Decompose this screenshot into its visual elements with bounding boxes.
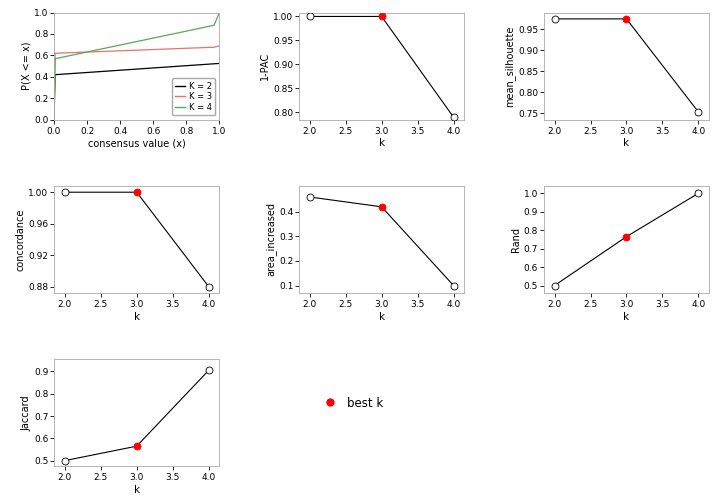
Y-axis label: concordance: concordance (16, 208, 25, 271)
Point (693, 108, 704, 116)
Point (131, 442, 143, 450)
Point (304, 193, 315, 201)
Point (621, 233, 632, 241)
Point (549, 15, 560, 23)
X-axis label: k: k (379, 138, 384, 148)
Point (59, 457, 71, 465)
X-axis label: k: k (379, 311, 384, 322)
Point (549, 281, 560, 289)
Legend: best k: best k (313, 392, 388, 414)
Point (376, 13, 387, 21)
Y-axis label: 1-PAC: 1-PAC (261, 52, 271, 80)
X-axis label: k: k (624, 311, 629, 322)
Point (203, 283, 215, 291)
Y-axis label: area_increased: area_increased (265, 203, 276, 276)
Point (448, 281, 459, 289)
Y-axis label: P(X <= x): P(X <= x) (22, 42, 31, 90)
Point (59, 188, 71, 196)
X-axis label: k: k (134, 311, 140, 322)
Y-axis label: mean_silhouette: mean_silhouette (505, 25, 516, 107)
Legend: K = 2, K = 3, K = 4: K = 2, K = 3, K = 4 (172, 79, 215, 115)
X-axis label: k: k (134, 485, 140, 495)
Point (376, 203, 387, 211)
X-axis label: consensus value (x): consensus value (x) (88, 138, 186, 148)
Point (304, 13, 315, 21)
Point (621, 15, 632, 23)
Point (693, 190, 704, 198)
Point (448, 113, 459, 121)
X-axis label: k: k (624, 138, 629, 148)
Y-axis label: Jaccard: Jaccard (22, 395, 31, 430)
Point (131, 188, 143, 196)
Point (203, 366, 215, 374)
Y-axis label: Rand: Rand (511, 227, 521, 252)
